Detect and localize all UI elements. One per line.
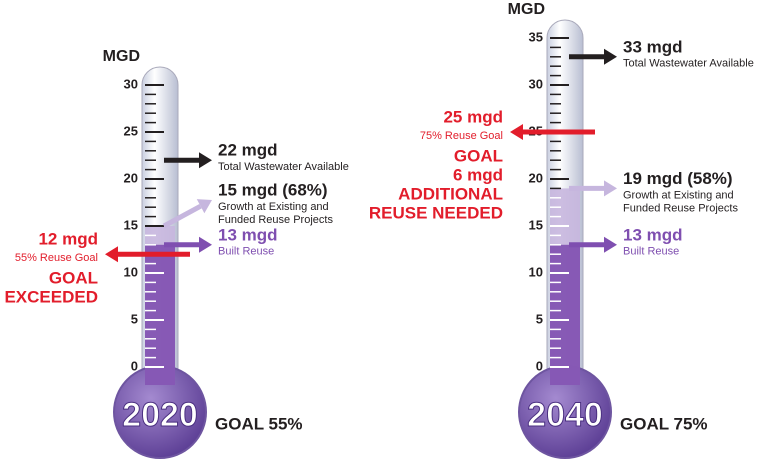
arrow [510,124,595,140]
arrow-head [604,180,617,197]
arrow [164,236,212,253]
y-tick-label: 30 [124,76,138,91]
y-tick-label: 15 [124,217,138,232]
unit-label: MGD [508,1,545,18]
y-tick-label: 25 [124,123,138,138]
goal-note: 55% Reuse Goal [15,252,98,264]
marker-note: Total Wastewater Available [218,161,349,173]
arrow-head [196,199,212,214]
marker-label: 22 mgd [218,141,278,160]
goal: GOAL 75% [620,414,708,433]
marker-note: Funded Reuse Projects [218,214,333,226]
arrow-head [604,236,617,253]
marker-label: 19 mgd (58%) [623,169,733,188]
arrow-head [510,124,523,140]
y-tick-label: 35 [529,29,543,44]
year: 2020 [122,396,198,434]
y-tick-label: 0 [131,358,138,373]
goal-label: 25 mgd [443,107,503,126]
arrow [162,199,212,229]
goal-callout: 6 mgd [453,165,503,184]
goal-label: 12 mgd [38,230,98,249]
goal-callout: EXCEEDED [4,288,98,307]
marker-note: Total Wastewater Available [623,58,754,70]
y-tick-label: 30 [529,76,543,91]
arrow [569,236,617,253]
marker-label: 13 mgd [218,225,278,244]
y-tick-label: 5 [131,311,138,326]
arrow [105,246,190,263]
arrow [164,152,212,169]
arrow-head [199,152,212,169]
marker-note: Built Reuse [623,246,679,258]
marker-label: 13 mgd [623,225,683,244]
goal-note: 75% Reuse Goal [420,130,503,142]
y-tick-label: 0 [536,358,543,373]
y-tick-label: 5 [536,311,543,326]
y-tick-label: 20 [124,170,138,185]
marker-note: Built Reuse [218,246,274,258]
liquid-level [550,244,580,385]
year: 2040 [527,396,603,434]
liquid-level [145,244,175,385]
arrow-shaft [162,203,202,229]
marker-note: Funded Reuse Projects [623,202,738,214]
arrow [569,48,617,65]
goal-callout: ADDITIONAL [398,184,503,203]
goal-callout: REUSE NEEDED [369,203,503,222]
y-tick-label: 10 [124,264,138,279]
y-tick-label: 10 [529,264,543,279]
arrow-head [105,246,118,263]
marker-label: 15 mgd (68%) [218,180,328,199]
goal-callout: GOAL [454,146,503,165]
arrow-head [604,48,617,65]
goal: GOAL 55% [215,414,303,433]
arrow-head [199,236,212,253]
arrow [569,180,617,197]
marker-label: 33 mgd [623,37,683,56]
goal-callout: GOAL [49,269,98,288]
unit-label: MGD [103,48,140,65]
marker-note: Growth at Existing and [218,201,329,213]
y-tick-label: 15 [529,217,543,232]
marker-note: Growth at Existing and [623,189,734,201]
y-tick-label: 20 [529,170,543,185]
